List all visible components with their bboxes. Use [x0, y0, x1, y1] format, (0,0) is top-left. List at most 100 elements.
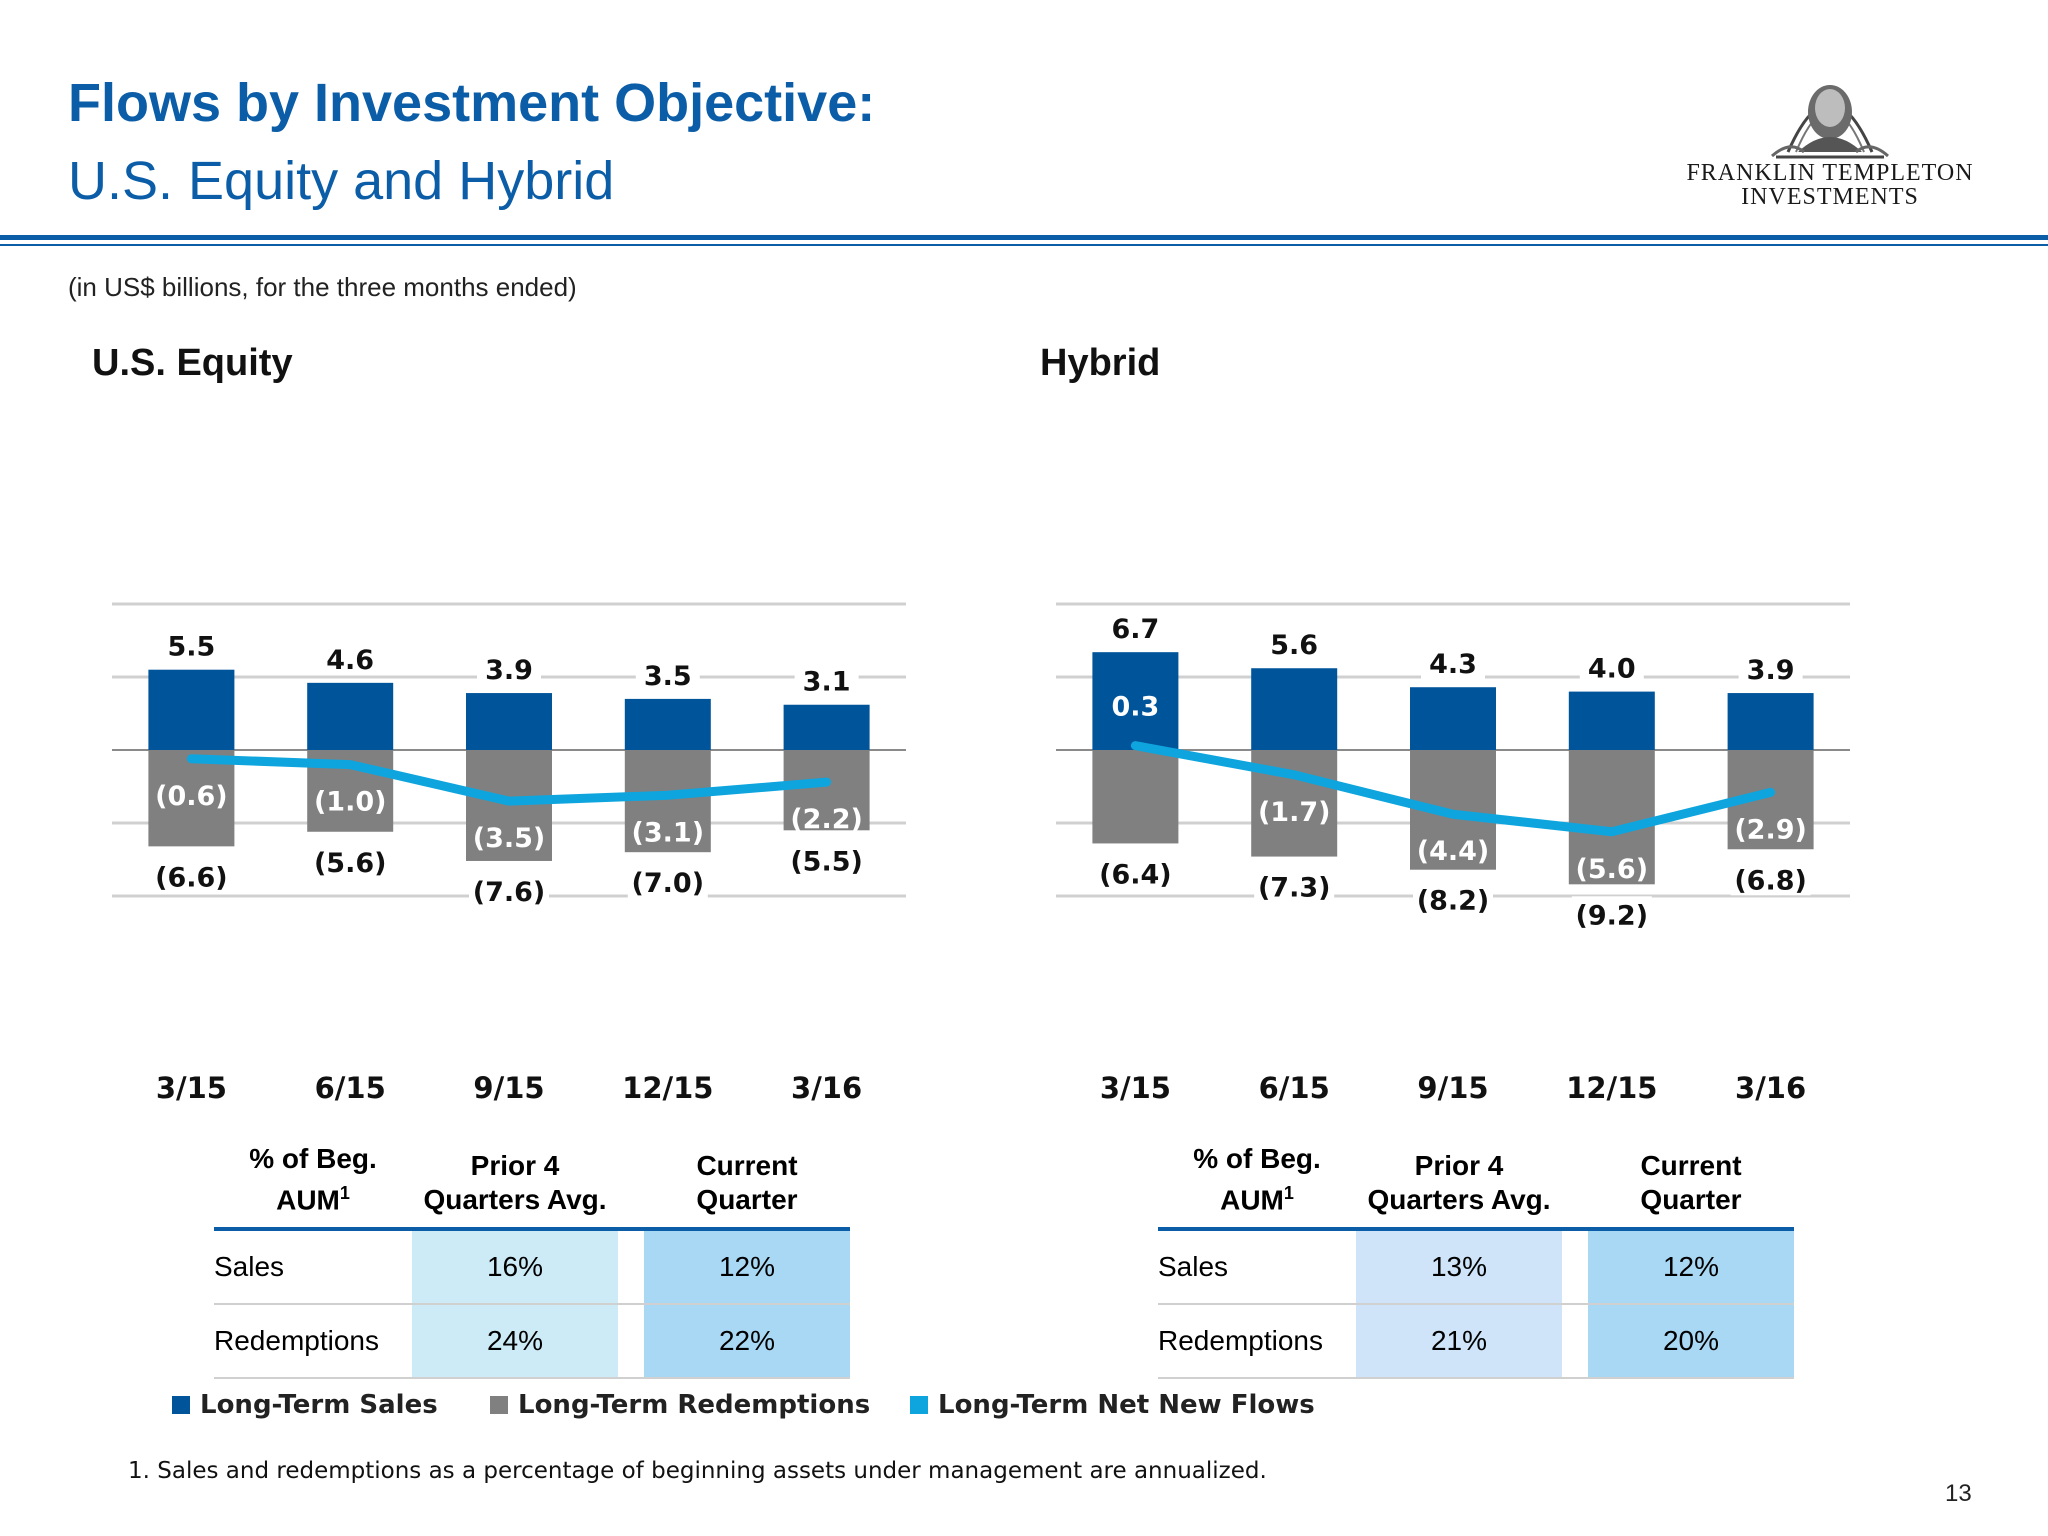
page-title: Flows by Investment Objective:: [68, 73, 876, 133]
cell-prior-sales: 16%: [412, 1231, 618, 1306]
sales-label-bg: [477, 651, 541, 686]
cell-prior-sales: 13%: [1356, 1231, 1562, 1306]
sales-value-label: 3.1: [803, 667, 851, 698]
chart-title-hybrid: Hybrid: [1040, 342, 1161, 384]
net-flows-value-label: 0.3: [1111, 692, 1159, 723]
sales-bar: [466, 693, 552, 750]
legend-item-net-flows: Long-Term Net New Flows: [910, 1390, 1315, 1420]
sales-bar: [1092, 652, 1179, 750]
net-flows-value-label: (4.4): [1417, 836, 1490, 867]
table-row: Redemptions 21% 20%: [1158, 1305, 1794, 1380]
table-row: Sales 13% 12%: [1158, 1231, 1794, 1306]
sales-bar: [148, 669, 235, 750]
redemptions-label-bg: [627, 864, 708, 899]
cell-prior-redemptions: 21%: [1356, 1305, 1562, 1380]
redemptions-bar: [148, 750, 235, 847]
header-rule: [0, 235, 2048, 240]
sales-value-label: 3.9: [1747, 655, 1795, 686]
sales-label-bg: [1421, 645, 1485, 680]
hybrid-chart: 6.7 (6.4) 0.3 3/15 5.6 (7.3) (1.7) 6/15 4.3 (8.2)…: [1056, 602, 1850, 1105]
sales-bar: [307, 682, 394, 750]
redemptions-value-label: (7.3): [1258, 873, 1331, 904]
redemptions-label-bg: [1254, 868, 1335, 903]
sales-bar: [1251, 668, 1338, 750]
net-flows-value-label: (3.5): [473, 823, 546, 854]
x-tick-label: 9/15: [473, 1071, 544, 1105]
net-flows-value-label: (2.2): [790, 804, 863, 835]
x-tick-label: 12/15: [622, 1071, 713, 1105]
net-flows-point: [663, 791, 672, 800]
x-tick-label: 3/16: [1735, 1071, 1806, 1105]
net-flows-value-label: (0.6): [155, 781, 228, 812]
legend-label-net-flows: Long-Term Net New Flows: [938, 1390, 1315, 1420]
redemptions-label-bg: [786, 842, 867, 877]
portrait-seal-icon: [1771, 85, 1889, 159]
redemptions-value-label: (6.4): [1099, 859, 1172, 890]
cell-current-redemptions: 20%: [1588, 1305, 1794, 1380]
redemptions-value-label: (8.2): [1417, 886, 1490, 917]
table-row: Redemptions 24% 22%: [214, 1305, 850, 1380]
x-tick-label: 6/15: [315, 1071, 386, 1105]
net-flows-point: [1766, 788, 1775, 797]
redemptions-bar: [1092, 750, 1179, 844]
legend-item-redemptions: Long-Term Redemptions: [490, 1390, 870, 1420]
redemptions-label-bg: [1413, 881, 1493, 916]
sales-bar: [1568, 691, 1655, 750]
x-tick-label: 6/15: [1259, 1071, 1330, 1105]
redemptions-value-label: (6.6): [155, 862, 228, 893]
sales-label-bg: [1738, 651, 1803, 686]
sales-value-label: 5.5: [167, 632, 215, 663]
header-prior-4-quarters: Prior 4 Quarters Avg.: [1356, 1136, 1562, 1232]
net-flows-value-label: (1.0): [314, 787, 387, 818]
cell-current-sales: 12%: [1588, 1231, 1794, 1306]
legend-swatch-sales: [172, 1396, 190, 1414]
x-tick-label: 3/16: [791, 1071, 862, 1105]
redemptions-label-bg: [310, 843, 391, 878]
sales-value-label: 5.6: [1270, 630, 1318, 661]
redemptions-label-bg: [151, 858, 232, 893]
logo-text-line2: INVESTMENTS: [1741, 184, 1919, 210]
header-pct-beg-aum: % of Beg. AUM1: [214, 1136, 412, 1232]
page-subtitle: U.S. Equity and Hybrid: [68, 151, 615, 211]
header-rule-thin: [0, 244, 2048, 246]
redemptions-bar: [1568, 750, 1655, 885]
sales-label-bg: [635, 656, 700, 691]
net-flows-point: [1607, 827, 1616, 836]
legend-label-redemptions: Long-Term Redemptions: [518, 1390, 871, 1420]
sales-bar: [624, 698, 711, 750]
net-flows-value-label: (2.9): [1734, 814, 1807, 845]
sales-label-bg: [1103, 610, 1168, 645]
sales-value-label: 4.6: [326, 645, 374, 676]
net-flows-point: [822, 778, 831, 787]
chart-title-us-equity: U.S. Equity: [92, 342, 293, 384]
legend-swatch-net-flows: [910, 1396, 928, 1414]
redemptions-label-bg: [469, 872, 549, 907]
sales-bar: [1727, 693, 1814, 750]
net-flows-point: [346, 760, 355, 769]
table-row: Sales 16% 12%: [214, 1231, 850, 1306]
redemptions-value-label: (7.6): [473, 877, 546, 908]
header-prior-4-quarters: Prior 4 Quarters Avg.: [412, 1136, 618, 1232]
sales-value-label: 6.7: [1111, 614, 1159, 645]
units-note: (in US$ billions, for the three months e…: [68, 272, 577, 302]
header-pct-beg-aum: % of Beg. AUM1: [1158, 1136, 1356, 1232]
x-tick-label: 12/15: [1566, 1071, 1657, 1105]
row-label-redemptions: Redemptions: [214, 1305, 412, 1380]
logo-text-line1: FRANKLIN TEMPLETON: [1686, 160, 1974, 186]
redemptions-label-bg: [1095, 855, 1176, 890]
net-flows-value-label: (3.1): [632, 817, 705, 848]
sales-label-bg: [159, 627, 224, 662]
net-flows-point: [1131, 741, 1140, 750]
sales-label-bg: [1262, 626, 1327, 661]
us-equity-chart: 5.5 (6.6) (0.6) 3/15 4.6 (5.6) (1.0) 6/15 3.9 (7.…: [112, 602, 906, 1105]
net-flows-point: [1449, 810, 1457, 819]
footnote: 1. Sales and redemptions as a percentage…: [128, 1458, 1267, 1484]
redemptions-value-label: (9.2): [1576, 900, 1649, 931]
redemptions-value-label: (6.8): [1734, 865, 1807, 896]
legend-item-sales: Long-Term Sales: [172, 1390, 438, 1420]
sales-value-label: 4.0: [1588, 654, 1636, 685]
net-flows-point: [187, 754, 196, 763]
hybrid-flow-table: % of Beg. AUM1 Prior 4 Quarters Avg. Curre…: [1158, 1136, 1794, 1380]
x-tick-label: 9/15: [1417, 1071, 1488, 1105]
legend-swatch-redemptions: [490, 1396, 508, 1414]
